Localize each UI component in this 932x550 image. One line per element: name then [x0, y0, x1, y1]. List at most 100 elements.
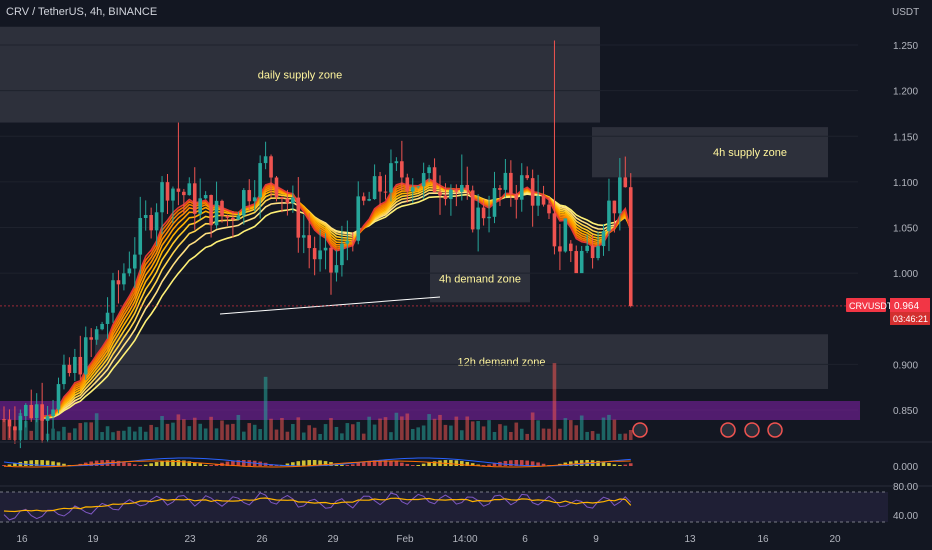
volume-bar — [438, 414, 442, 440]
volume-bar — [242, 431, 246, 440]
candle-body — [345, 240, 350, 244]
candle-body — [78, 356, 83, 375]
candle-body — [127, 268, 132, 274]
macd-bar — [367, 460, 371, 466]
zone-label: 4h supply zone — [713, 147, 787, 159]
candle-body — [509, 172, 513, 194]
candle-body — [361, 196, 366, 201]
volume-bar — [547, 428, 551, 440]
time-axis[interactable]: 16 19 23 26 29 Feb 14:00 6 9 13 16 20 — [16, 534, 841, 545]
volume-bar — [214, 428, 219, 440]
volume-bar — [133, 431, 137, 440]
volume-bar — [367, 416, 371, 440]
candle-body — [133, 254, 137, 269]
volume-bar — [285, 431, 290, 440]
volume-bar — [83, 422, 88, 440]
volume-bar — [492, 431, 497, 440]
candle-body — [285, 198, 290, 204]
candle-body — [372, 176, 377, 200]
volume-bar — [579, 415, 584, 440]
macd-bar — [198, 463, 202, 466]
volume-bar — [509, 432, 513, 440]
macd-bar — [481, 465, 486, 466]
volume-bar — [280, 417, 284, 440]
macd-bar — [285, 463, 290, 466]
candle-body — [563, 218, 568, 252]
volume-bar — [274, 429, 279, 440]
time-tick-label: 9 — [593, 534, 599, 545]
macd-bar — [2, 465, 6, 466]
volume-bar — [569, 420, 573, 440]
event-icon — [720, 422, 736, 438]
grid-layer — [0, 44, 860, 420]
candle-body — [585, 245, 589, 251]
candle-body — [596, 246, 600, 259]
volume-bar — [590, 431, 595, 440]
candle-body — [67, 364, 72, 374]
candle-body — [263, 156, 268, 164]
candle-body — [301, 235, 306, 238]
volume-bar — [247, 423, 252, 440]
volume-bar — [116, 430, 121, 440]
volume-bar — [356, 421, 361, 440]
candle-body — [89, 337, 93, 340]
macd-bar — [623, 464, 628, 466]
macd-bar — [383, 460, 388, 466]
candle-body — [394, 161, 399, 164]
volume-bar — [100, 432, 104, 440]
volume-bar — [176, 414, 181, 440]
macd-bar — [24, 460, 28, 466]
candle-body — [389, 163, 393, 193]
zone-label: daily supply zone — [258, 70, 342, 82]
macd-bar — [307, 460, 311, 466]
volume-bar — [318, 433, 322, 440]
macd-bar — [400, 462, 404, 466]
time-tick-label: 26 — [256, 534, 268, 545]
volume-bar — [323, 424, 328, 440]
macd-bar — [182, 460, 186, 466]
candle-body — [62, 364, 66, 385]
macd-bar — [476, 464, 480, 466]
candle-body — [2, 419, 6, 421]
zone-box — [592, 127, 828, 178]
volume-bar — [236, 414, 241, 440]
candle-body — [160, 182, 164, 213]
macd-bar — [29, 460, 34, 466]
price-tag-symbol-bg — [846, 298, 886, 312]
macd-bar — [372, 460, 377, 466]
volume-bar — [67, 432, 72, 440]
volume-bar — [160, 416, 164, 440]
candle-body — [623, 177, 628, 188]
candle-body — [525, 175, 529, 179]
time-tick-label: 19 — [87, 534, 99, 545]
macd-bar — [301, 460, 306, 466]
candle-body — [492, 188, 497, 217]
candle-body — [427, 167, 431, 174]
volume-bar — [481, 426, 486, 440]
candle-body — [438, 191, 442, 196]
volume-bar — [94, 413, 99, 440]
macd-bar — [154, 462, 159, 466]
volume-bar — [56, 431, 61, 440]
volume-bar — [187, 426, 192, 440]
candle-body — [203, 195, 208, 199]
candle-body — [165, 182, 170, 201]
candle-body — [209, 195, 213, 226]
candle-body — [481, 207, 486, 219]
candle-body — [432, 167, 437, 192]
zone-label: 12h demand zone — [457, 357, 545, 369]
event-icon — [632, 422, 648, 438]
volume-bar — [525, 433, 529, 440]
candle-body — [351, 240, 355, 242]
volume-bar — [470, 421, 475, 440]
candle-body — [13, 426, 17, 431]
volume-bar — [623, 433, 628, 440]
price-axis[interactable]: 1.250 1.200 1.150 1.100 1.050 1.000 0.900 0.850… — [893, 41, 918, 522]
volume-bar — [389, 432, 393, 440]
volume-bar — [476, 421, 480, 440]
macd-bar — [34, 460, 39, 466]
volume-bar — [263, 376, 268, 440]
volume-bar — [514, 422, 519, 440]
